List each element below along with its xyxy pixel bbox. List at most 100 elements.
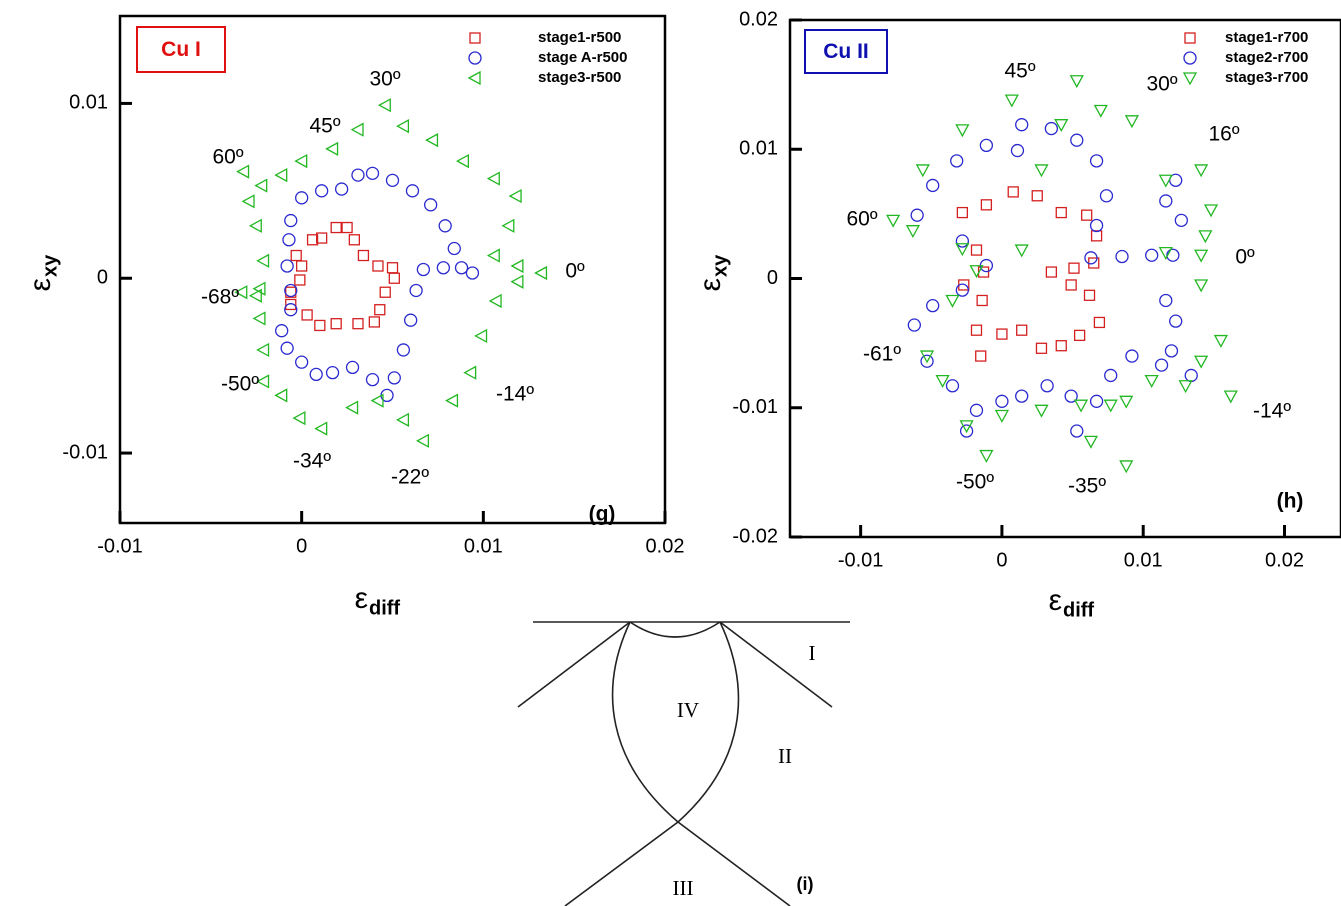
marker-square xyxy=(1073,329,1086,342)
marker-circle xyxy=(387,371,401,385)
angle-annotation: -50º xyxy=(221,373,259,396)
marker-circle xyxy=(365,372,380,387)
angle-annotation: -22º xyxy=(391,466,429,489)
angle-annotation: 16º xyxy=(1208,123,1239,146)
marker-circle xyxy=(416,262,431,277)
marker-triangle xyxy=(959,420,974,434)
marker-circle xyxy=(282,233,296,247)
angle-annotation: -68º xyxy=(201,286,239,309)
marker-square xyxy=(301,309,313,321)
angle-annotation: 0º xyxy=(1235,246,1255,269)
marker-square xyxy=(357,249,370,262)
x-tick-label: 0.01 xyxy=(464,535,503,557)
marker-triangle xyxy=(467,70,481,86)
marker-square xyxy=(341,221,353,234)
marker-circle xyxy=(969,403,984,417)
marker-circle xyxy=(1145,248,1159,262)
marker-circle xyxy=(325,365,340,380)
marker-triangle xyxy=(234,285,248,300)
angle-annotation: -34º xyxy=(293,450,331,473)
marker-square xyxy=(996,328,1008,340)
marker-circle xyxy=(284,283,298,298)
x-tick-label: 0.02 xyxy=(1265,549,1304,571)
marker-circle xyxy=(955,234,970,248)
marker-triangle xyxy=(510,274,524,289)
axis-label-subscript: diff xyxy=(369,597,400,619)
marker-circle xyxy=(1164,344,1179,358)
marker-triangle xyxy=(1194,355,1209,369)
angle-annotation: 0º xyxy=(565,260,585,283)
marker-circle xyxy=(351,168,365,182)
marker-square xyxy=(372,260,384,272)
marker-circle xyxy=(1089,218,1104,233)
axis-label: ε diff xyxy=(1049,584,1095,621)
marker-triangle xyxy=(1073,399,1089,413)
marker-triangle xyxy=(294,154,308,169)
label-box-text: Cu II xyxy=(823,40,869,63)
marker-circle xyxy=(396,343,411,357)
label-box-text: Cu I xyxy=(161,38,201,61)
marker-circle xyxy=(365,166,380,180)
marker-triangle xyxy=(445,393,459,408)
marker-square xyxy=(469,32,481,44)
marker-square xyxy=(1016,324,1028,336)
marker-triangle xyxy=(345,400,359,415)
marker-circle xyxy=(409,283,423,298)
marker-triangle xyxy=(955,243,970,257)
marker-square xyxy=(386,262,399,274)
marker-circle xyxy=(1154,358,1169,372)
marker-triangle xyxy=(1014,244,1029,258)
marker-square xyxy=(306,234,319,246)
marker-triangle xyxy=(1144,374,1159,388)
axis-label-symbol: ε xyxy=(24,278,57,291)
x-tick-label: 0.02 xyxy=(646,535,685,557)
label-box xyxy=(136,26,226,73)
marker-triangle xyxy=(274,167,288,183)
marker-square xyxy=(296,260,308,272)
marker-square xyxy=(1065,279,1077,291)
marker-square xyxy=(348,234,361,246)
marker-triangle xyxy=(350,122,364,137)
legend-label: stage A-r500 xyxy=(538,49,628,66)
marker-triangle xyxy=(252,281,266,296)
marker-triangle xyxy=(248,218,262,233)
marker-square xyxy=(388,272,400,284)
y-tick-label: 0.01 xyxy=(739,138,778,160)
label-box xyxy=(804,29,888,74)
marker-triangle xyxy=(486,248,500,263)
marker-triangle xyxy=(1194,279,1209,293)
legend-label: stage2-r700 xyxy=(1225,49,1308,66)
marker-triangle xyxy=(416,433,430,448)
axis-label: εxy xyxy=(24,254,61,291)
marker-circle xyxy=(280,341,294,355)
angle-annotation: 45º xyxy=(309,115,340,138)
marker-circle xyxy=(1015,118,1029,132)
marker-triangle xyxy=(1178,380,1193,394)
marker-circle xyxy=(1115,249,1129,264)
marker-circle xyxy=(405,184,420,198)
marker-circle xyxy=(1010,143,1025,158)
marker-triangle xyxy=(1004,94,1019,108)
marker-square xyxy=(1045,266,1058,278)
plot-frame xyxy=(118,14,667,525)
marker-triangle xyxy=(274,388,288,403)
marker-square xyxy=(1007,186,1019,198)
marker-triangle xyxy=(248,288,262,303)
x-tick-label: -0.01 xyxy=(97,535,143,557)
boundary-curve xyxy=(564,621,740,906)
marker-triangle xyxy=(325,141,339,156)
region-label: IV xyxy=(677,698,699,722)
marker-circle xyxy=(1070,424,1084,438)
marker-circle xyxy=(447,241,461,256)
marker-triangle xyxy=(955,124,970,138)
marker-circle xyxy=(955,283,970,297)
marker-square xyxy=(1093,316,1106,329)
panel-label: (h) xyxy=(1277,490,1304,513)
marker-triangle xyxy=(1194,164,1209,178)
marker-triangle xyxy=(474,328,488,344)
panel-label: (g) xyxy=(589,503,616,526)
marker-square xyxy=(1031,190,1043,202)
marker-square xyxy=(1081,209,1093,221)
marker-triangle xyxy=(919,350,935,364)
